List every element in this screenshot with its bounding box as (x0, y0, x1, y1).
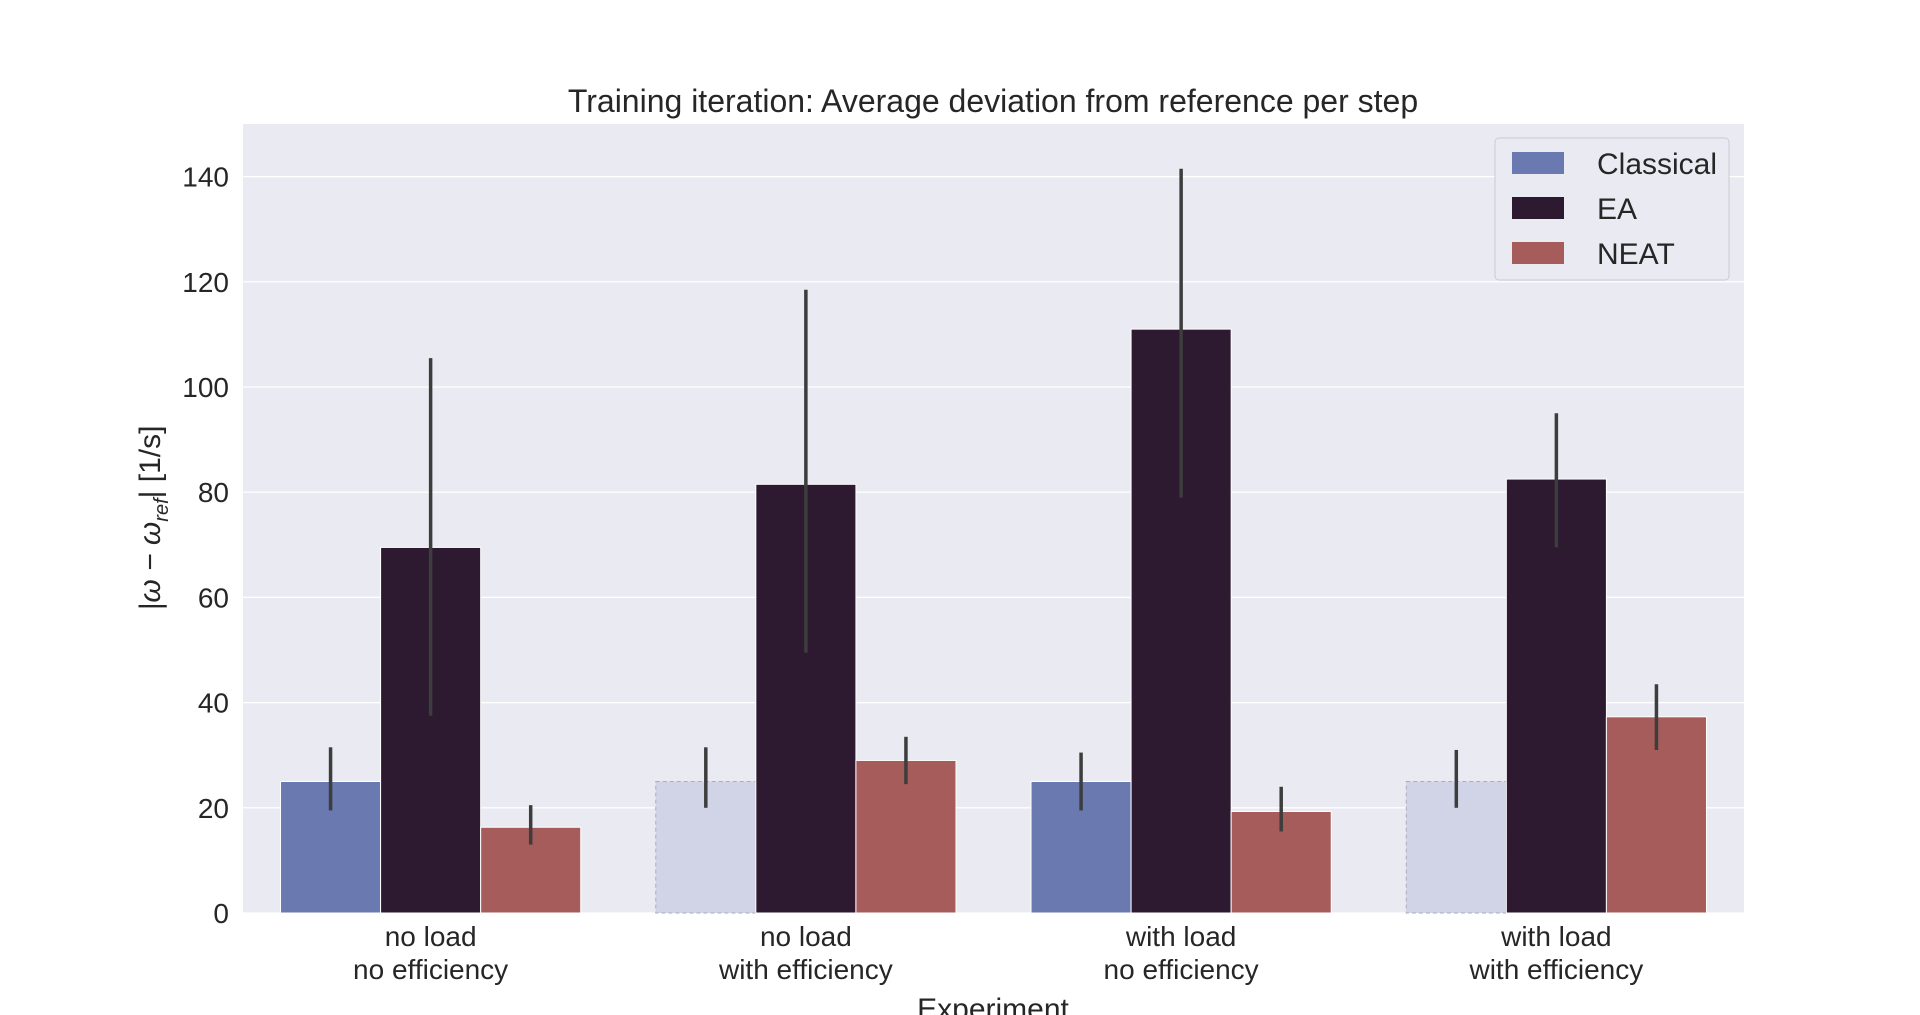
x-axis-label: Experiment (917, 993, 1069, 1015)
legend-label-ea: EA (1597, 193, 1637, 226)
y-tick-label: 120 (182, 267, 229, 298)
y-axis-label-pre: |ω − ω (134, 522, 167, 611)
y-tick-label: 80 (198, 477, 229, 508)
x-tick-label: no efficiency (353, 954, 508, 985)
legend-swatch-classical (1512, 152, 1564, 174)
y-tick-label: 60 (198, 582, 229, 613)
legend-swatch-ea (1512, 197, 1564, 219)
y-axis-label-sub: ref (151, 496, 173, 522)
y-tick-label: 40 (198, 688, 229, 719)
y-tick-label: 0 (213, 898, 229, 929)
x-tick-label: with efficiency (718, 954, 893, 985)
y-axis-label-post: | [1/s] (134, 426, 167, 499)
x-tick-label: with load (1125, 921, 1237, 952)
chart-title: Training iteration: Average deviation fr… (568, 83, 1418, 119)
bar-neat-1 (855, 759, 957, 914)
y-tick-label: 100 (182, 372, 229, 403)
legend-label-classical: Classical (1597, 148, 1717, 181)
y-tick-label: 140 (182, 162, 229, 193)
x-tick-label: with efficiency (1468, 954, 1643, 985)
x-tick-label: no load (760, 921, 852, 952)
legend-label-neat: NEAT (1597, 238, 1675, 271)
legend-swatch-neat (1512, 242, 1564, 264)
x-tick-label: with load (1500, 921, 1612, 952)
x-tick-label: no efficiency (1104, 954, 1259, 985)
y-tick-label: 20 (198, 793, 229, 824)
y-axis-label: |ω − ωref| [1/s] (134, 426, 173, 611)
legend: Classical EA NEAT (1494, 137, 1730, 281)
error-bars (328, 168, 1659, 845)
bar-ea-3 (1505, 478, 1607, 914)
x-tick-label: no load (385, 921, 477, 952)
y-tick-labels: 0 20 40 60 80 100 120 140 (182, 162, 229, 929)
